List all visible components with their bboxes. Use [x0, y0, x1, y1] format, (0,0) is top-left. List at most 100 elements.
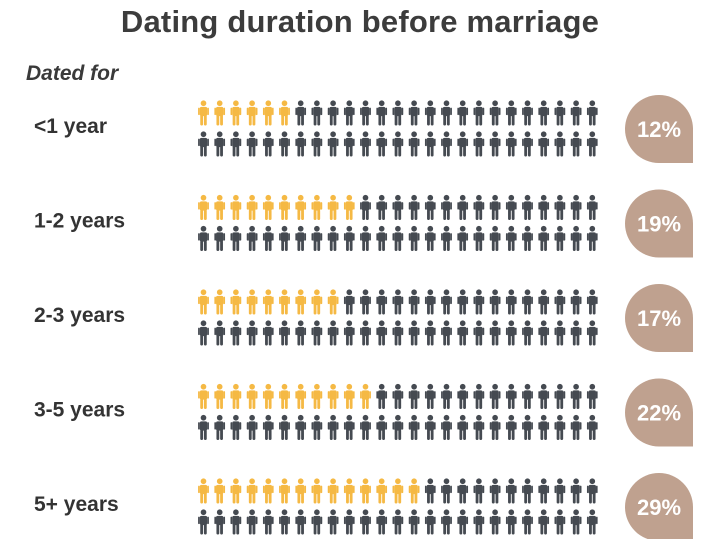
person-icon — [505, 320, 517, 346]
person-icon-highlighted — [311, 478, 323, 504]
person-icon — [376, 100, 388, 126]
person-icon — [392, 194, 404, 220]
person-icon — [343, 289, 355, 315]
person-icon-highlighted — [214, 289, 226, 315]
person-icon — [311, 100, 323, 126]
person-icon — [360, 194, 371, 220]
person-icon — [424, 131, 436, 157]
person-icon — [586, 320, 598, 346]
category-row: 2-3 years 17% — [34, 284, 693, 352]
person-icon — [570, 320, 582, 346]
person-icon — [505, 289, 517, 315]
person-icon — [214, 320, 226, 346]
person-icon — [327, 509, 339, 535]
person-icon — [279, 414, 290, 440]
person-icon — [392, 225, 404, 251]
person-icon — [570, 131, 582, 157]
person-icon — [376, 414, 388, 440]
person-icon — [408, 194, 420, 220]
person-icon — [262, 225, 274, 251]
person-icon — [198, 414, 209, 440]
category-label: <1 year — [34, 115, 107, 138]
person-icon — [554, 414, 566, 440]
category-row: 3-5 years 22% — [34, 378, 693, 447]
person-icon-highlighted — [198, 478, 209, 504]
person-icon — [586, 509, 598, 535]
value-badge — [625, 378, 693, 447]
person-icon — [343, 225, 355, 251]
person-icon — [505, 478, 517, 504]
person-icon — [489, 414, 501, 440]
value-label: 12% — [637, 117, 681, 142]
person-icon — [327, 225, 339, 251]
person-icon — [570, 414, 582, 440]
person-icon-highlighted — [327, 478, 339, 504]
person-icon-highlighted — [343, 478, 355, 504]
person-icon — [246, 414, 258, 440]
person-icon-highlighted — [262, 100, 274, 126]
person-icon — [570, 478, 582, 504]
person-icon-highlighted — [198, 100, 209, 126]
person-icon-highlighted — [198, 289, 209, 315]
person-icon — [505, 131, 517, 157]
person-icon — [522, 131, 533, 157]
person-icon — [505, 509, 517, 535]
person-icon — [311, 320, 323, 346]
person-icon-highlighted — [246, 194, 258, 220]
person-icon-highlighted — [311, 289, 323, 315]
person-icon — [295, 131, 307, 157]
person-icon — [522, 509, 533, 535]
person-icon — [376, 194, 388, 220]
person-icon — [360, 320, 371, 346]
person-icon — [586, 225, 598, 251]
person-icon — [246, 320, 258, 346]
person-icon — [489, 509, 501, 535]
person-icon — [360, 509, 371, 535]
person-icon — [538, 383, 550, 409]
person-icon — [279, 509, 290, 535]
value-label: 17% — [637, 306, 681, 331]
person-icon — [586, 383, 598, 409]
person-icon-highlighted — [262, 478, 274, 504]
person-icon — [279, 320, 290, 346]
person-icon — [441, 383, 452, 409]
person-icon — [441, 131, 452, 157]
person-icon — [214, 131, 226, 157]
person-icon — [538, 194, 550, 220]
person-icon — [408, 225, 420, 251]
person-icon-highlighted — [360, 478, 371, 504]
person-icon — [473, 383, 485, 409]
person-icon — [489, 194, 501, 220]
person-icon — [554, 100, 566, 126]
person-icon — [586, 289, 598, 315]
person-icon — [538, 289, 550, 315]
person-icon — [489, 320, 501, 346]
person-icon — [246, 225, 258, 251]
person-icon — [343, 414, 355, 440]
person-icon — [489, 225, 501, 251]
person-icon — [424, 509, 436, 535]
person-icon — [441, 509, 452, 535]
person-icon — [570, 383, 582, 409]
person-icon — [392, 383, 404, 409]
chart-title: Dating duration before marriage — [120, 4, 600, 39]
person-icon — [473, 509, 485, 535]
person-icon — [295, 414, 307, 440]
person-icon — [214, 509, 226, 535]
person-icon — [198, 225, 209, 251]
person-icon — [473, 100, 485, 126]
person-icon — [457, 100, 469, 126]
person-icon — [230, 414, 242, 440]
value-badge — [625, 95, 693, 163]
person-icon — [424, 100, 436, 126]
person-icon — [279, 131, 290, 157]
person-icon — [198, 320, 209, 346]
person-icon — [295, 100, 307, 126]
person-icon — [441, 100, 452, 126]
person-icon — [376, 131, 388, 157]
person-icon — [554, 194, 566, 220]
person-icon — [554, 383, 566, 409]
person-icon — [327, 320, 339, 346]
person-icon — [570, 289, 582, 315]
person-icon — [230, 509, 242, 535]
